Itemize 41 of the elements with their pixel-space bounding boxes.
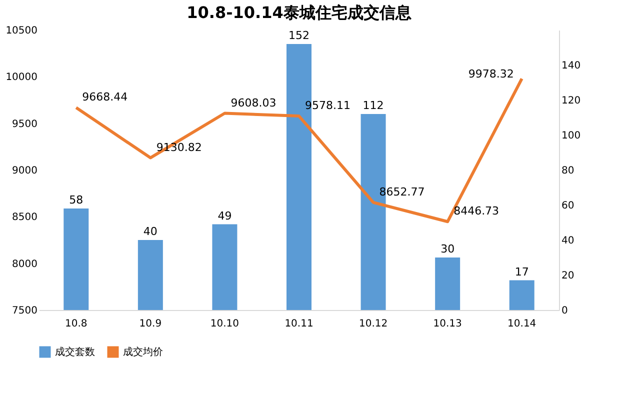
bar	[435, 258, 460, 310]
data-label: 40	[143, 225, 158, 238]
chart-title: 10.8-10.14泰城住宅成交信息	[186, 3, 412, 22]
data-label: 8446.73	[454, 204, 500, 218]
data-label: 9978.32	[468, 68, 514, 81]
y-tick-label: 7500	[12, 306, 38, 316]
x-tick-label: 10.11	[284, 318, 314, 330]
data-label: 30	[440, 242, 455, 256]
bar	[212, 224, 238, 310]
data-label: 58	[69, 194, 84, 206]
y-tick-label: 10000	[6, 72, 38, 84]
x-tick-label: 10.8	[65, 318, 88, 330]
data-label: 152	[288, 29, 310, 42]
x-tick-label: 10.10	[210, 318, 240, 330]
y-tick-label: 8500	[12, 212, 38, 224]
y-tick-label: 8000	[12, 258, 38, 270]
bar	[509, 280, 534, 310]
y-tick-label: 10500	[6, 26, 38, 36]
data-label: 17	[514, 265, 529, 278]
x-tick-label: 10.14	[508, 318, 536, 330]
x-tick-label: 10.12	[358, 318, 388, 330]
data-label: 49	[218, 209, 232, 222]
legend-label: 成交套数	[55, 346, 95, 358]
y2-tick-label: 100	[562, 130, 581, 142]
data-label: 112	[362, 99, 384, 112]
y-tick-label: 9000	[12, 166, 38, 176]
x-tick-label: 10.9	[139, 318, 162, 330]
legend-label: 成交均价	[123, 346, 163, 358]
x-tick-label: 10.13	[433, 318, 462, 330]
y2-tick-label: 0	[562, 306, 568, 316]
y2-tick-label: 20	[562, 270, 574, 282]
y2-tick-label: 80	[562, 166, 574, 176]
bar	[64, 208, 89, 310]
y2-tick-label: 40	[562, 236, 574, 246]
data-label: 9608.03	[230, 96, 276, 110]
y2-tick-label: 140	[562, 60, 581, 72]
y2-tick-label: 120	[562, 96, 581, 106]
bar	[138, 240, 163, 310]
y2-tick-label: 60	[562, 200, 574, 212]
data-label: 9668.44	[82, 90, 128, 104]
y-tick-label: 9500	[12, 118, 38, 130]
